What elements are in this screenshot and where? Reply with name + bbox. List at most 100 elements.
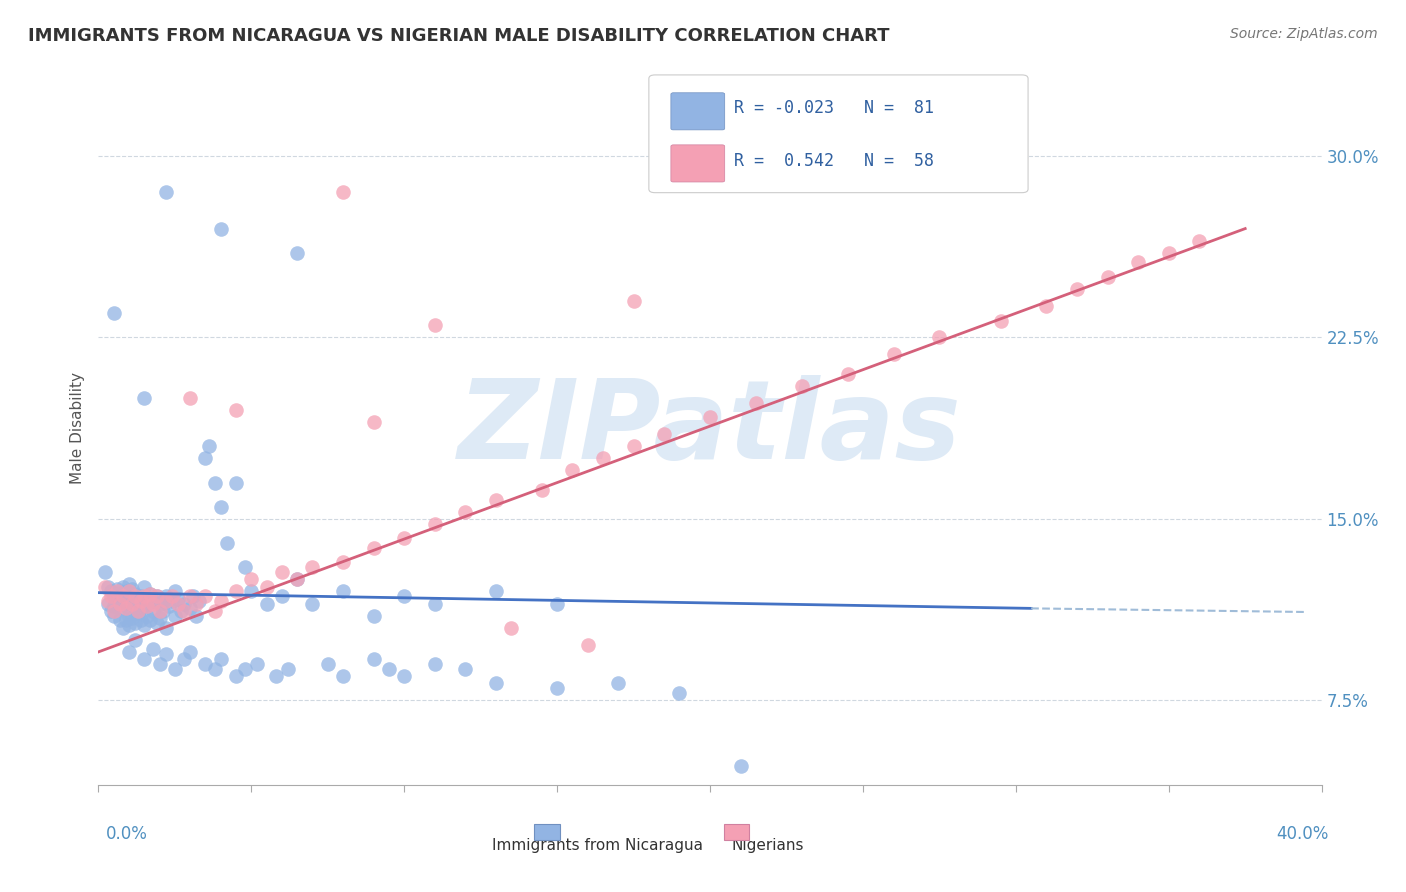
Point xyxy=(160,589,183,603)
Point xyxy=(485,676,508,690)
Point xyxy=(990,313,1012,327)
Point xyxy=(160,594,183,608)
Point xyxy=(134,591,156,606)
Point xyxy=(134,580,156,594)
Point xyxy=(105,584,128,599)
Point xyxy=(167,597,190,611)
Point xyxy=(136,597,159,611)
Point xyxy=(745,396,768,410)
Point xyxy=(209,652,232,666)
Point xyxy=(127,604,149,618)
Point xyxy=(530,483,553,497)
Point xyxy=(124,615,146,630)
Point xyxy=(145,589,167,603)
Point xyxy=(118,618,141,632)
Point xyxy=(285,572,308,586)
Point xyxy=(485,584,508,599)
Text: ZIPatlas: ZIPatlas xyxy=(458,375,962,482)
Point xyxy=(124,599,146,613)
Point xyxy=(301,560,323,574)
Point xyxy=(136,608,159,623)
Point xyxy=(134,652,156,666)
Point xyxy=(127,606,149,620)
Point xyxy=(155,589,177,603)
Point xyxy=(139,587,162,601)
Point xyxy=(163,608,186,623)
Text: Source: ZipAtlas.com: Source: ZipAtlas.com xyxy=(1230,27,1378,41)
Point xyxy=(111,621,134,635)
Point xyxy=(121,597,143,611)
Point xyxy=(197,439,219,453)
Point xyxy=(149,604,172,618)
Point xyxy=(652,427,675,442)
Point xyxy=(121,597,143,611)
Point xyxy=(730,758,752,772)
Point xyxy=(233,662,256,676)
Point xyxy=(194,657,217,671)
Point xyxy=(134,589,156,603)
Point xyxy=(423,657,446,671)
Point xyxy=(108,601,131,615)
Text: R = -0.023   N =  81: R = -0.023 N = 81 xyxy=(734,100,935,118)
Point xyxy=(155,648,177,662)
Text: R =  0.542   N =  58: R = 0.542 N = 58 xyxy=(734,152,935,169)
Point xyxy=(1157,245,1180,260)
Point xyxy=(118,608,141,623)
Point xyxy=(204,662,226,676)
Point xyxy=(142,604,165,618)
Point xyxy=(546,597,568,611)
Point xyxy=(233,560,256,574)
Point xyxy=(105,591,128,606)
Point xyxy=(149,611,172,625)
Point xyxy=(225,584,247,599)
Point xyxy=(561,463,583,477)
Point xyxy=(170,604,193,618)
Point xyxy=(173,604,195,618)
Point xyxy=(363,415,385,429)
Point xyxy=(592,451,614,466)
Point xyxy=(103,604,125,618)
Point xyxy=(152,594,174,608)
Point xyxy=(108,587,131,601)
Point xyxy=(100,589,122,603)
Point xyxy=(124,587,146,601)
Point xyxy=(225,403,247,417)
Point xyxy=(167,591,190,606)
Point xyxy=(363,608,385,623)
Point xyxy=(332,669,354,683)
Point xyxy=(118,584,141,599)
Point xyxy=(115,584,138,599)
Point xyxy=(270,589,292,603)
Point xyxy=(1128,255,1150,269)
Point xyxy=(100,604,122,618)
Point xyxy=(392,531,416,545)
Point xyxy=(155,186,177,200)
Point xyxy=(332,186,354,200)
Point xyxy=(129,594,152,608)
Point xyxy=(363,541,385,555)
Point xyxy=(157,599,180,613)
Text: Immigrants from Nicaragua: Immigrants from Nicaragua xyxy=(492,838,703,854)
Point xyxy=(115,601,138,615)
Point xyxy=(115,614,138,628)
Point xyxy=(204,475,226,490)
Point xyxy=(93,580,115,594)
Point xyxy=(179,391,201,405)
Point xyxy=(301,597,323,611)
Point xyxy=(576,638,599,652)
Point xyxy=(134,391,156,405)
Point xyxy=(145,615,167,630)
Point xyxy=(209,221,232,235)
Point xyxy=(209,594,232,608)
Point xyxy=(256,580,278,594)
Point xyxy=(1066,282,1088,296)
Point xyxy=(111,589,134,603)
Point xyxy=(142,594,165,608)
Point xyxy=(277,662,299,676)
Point xyxy=(108,614,131,628)
Point xyxy=(546,681,568,696)
Point xyxy=(215,536,238,550)
Point xyxy=(173,652,195,666)
Text: 0.0%: 0.0% xyxy=(105,825,148,843)
Point xyxy=(134,618,156,632)
